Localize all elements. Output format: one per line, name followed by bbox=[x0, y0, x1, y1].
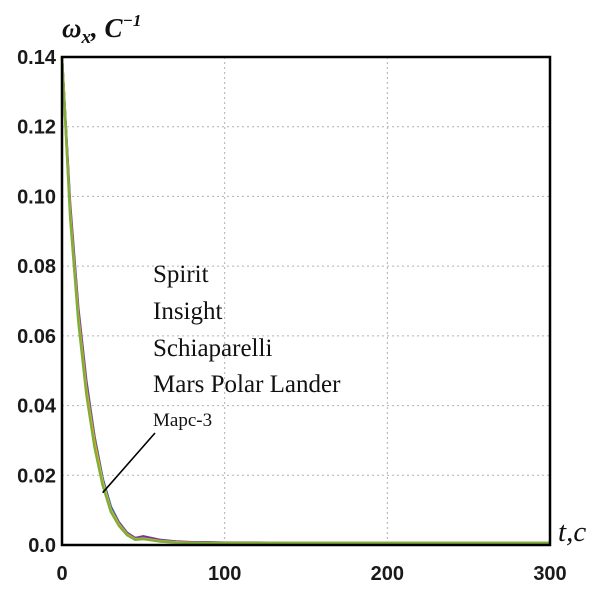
series-label: Spirit bbox=[153, 261, 209, 288]
x-axis-symbol: t bbox=[558, 516, 567, 548]
y-axis-symbol: ω bbox=[62, 13, 82, 43]
series-labels: Spirit Insight Schiaparelli Mars Polar Land… bbox=[153, 261, 341, 431]
y-tick-label: 0.0 bbox=[28, 535, 56, 557]
x-axis-separator: , bbox=[566, 516, 573, 548]
plot-frame bbox=[60, 55, 552, 547]
series-label: Schiaparelli bbox=[153, 335, 272, 362]
y-axis-unit: C bbox=[105, 13, 124, 43]
y-tick-label: 0.14 bbox=[17, 47, 57, 69]
y-tick-label: 0.10 bbox=[17, 186, 56, 208]
x-axis-unit: c bbox=[573, 516, 586, 548]
y-tick-label: 0.06 bbox=[17, 326, 56, 348]
series-label: Mars Polar Lander bbox=[153, 371, 341, 398]
series-lines bbox=[60, 56, 550, 545]
grid bbox=[62, 57, 550, 545]
y-tick-label: 0.08 bbox=[17, 256, 56, 278]
y-axis-subscript: x bbox=[81, 27, 92, 48]
x-axis-label: t,c bbox=[558, 516, 586, 548]
y-tick-label: 0.12 bbox=[17, 117, 56, 139]
y-axis-separator: , bbox=[90, 13, 105, 43]
x-tick-label: 300 bbox=[533, 563, 566, 585]
series-label: Марс-3 bbox=[153, 410, 212, 431]
x-tick-label: 0 bbox=[56, 563, 67, 585]
y-axis-exponent: −1 bbox=[123, 11, 142, 30]
x-tick-label: 200 bbox=[371, 563, 404, 585]
y-tick-labels: 0.0 0.02 0.04 0.06 0.08 0.10 0.12 0.14 bbox=[17, 47, 57, 557]
y-tick-label: 0.02 bbox=[17, 465, 56, 487]
plot-background bbox=[62, 57, 550, 545]
series-label: Insight bbox=[153, 298, 223, 325]
y-axis-label: ωx, C−1 bbox=[62, 11, 141, 48]
x-tick-label: 100 bbox=[208, 563, 241, 585]
series-line bbox=[60, 56, 550, 545]
annotation-pointer bbox=[102, 432, 156, 494]
x-tick-labels: 0 100 200 300 bbox=[56, 563, 566, 585]
y-tick-label: 0.04 bbox=[17, 396, 57, 418]
